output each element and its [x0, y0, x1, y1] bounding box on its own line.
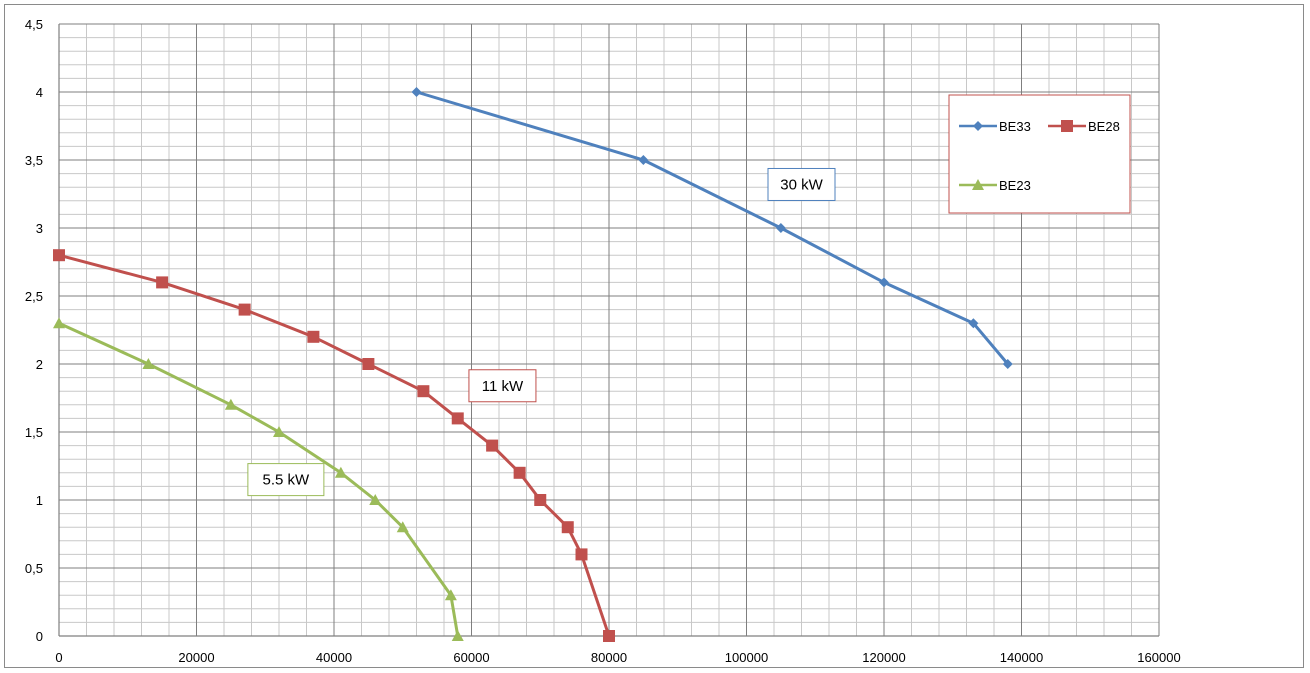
- data-point-be28: [534, 494, 547, 506]
- legend-marker-be23: [972, 179, 984, 190]
- y-tick-label: 1: [36, 493, 43, 508]
- series-be33: [411, 87, 1013, 369]
- y-axis-tick-labels: 0 0,5 1 1,5 2 2,5 3 3,5 4 4,5: [25, 17, 43, 644]
- data-point-be28: [417, 385, 430, 398]
- data-point-be23: [396, 521, 409, 533]
- data-point-be28: [362, 358, 375, 370]
- legend-entry-be28: BE28: [1048, 119, 1120, 134]
- data-point-be28: [238, 303, 251, 316]
- y-tick-label: 2: [36, 357, 43, 372]
- data-point-be33: [411, 87, 422, 97]
- data-point-be23: [444, 589, 457, 601]
- data-point-be23: [53, 317, 65, 329]
- x-tick-label: 100000: [725, 650, 768, 665]
- data-point-be23: [224, 398, 237, 410]
- annotation-border: [468, 369, 537, 403]
- series-be28: [53, 249, 615, 642]
- y-tick-label: 4: [36, 85, 43, 100]
- data-point-be33: [638, 155, 649, 165]
- legend-label-be28: BE28: [1088, 119, 1120, 134]
- legend-marker-be28: [1061, 120, 1073, 132]
- x-tick-label: 140000: [1000, 650, 1043, 665]
- y-tick-label: 0: [36, 629, 43, 644]
- x-tick-label: 60000: [453, 650, 489, 665]
- data-point-be23: [142, 358, 155, 369]
- annotation-label: 30 kW: [780, 176, 823, 193]
- data-point-be28: [486, 439, 499, 452]
- series-line-be33: [416, 90, 1009, 365]
- legend-entry-be33: BE33: [959, 119, 1031, 134]
- data-point-be28: [513, 466, 526, 479]
- x-axis-tick-labels: 0 20000 40000 60000 80000 100000 120000 140000 1…: [55, 650, 1180, 665]
- annotation-border: [767, 167, 836, 201]
- data-point-be28: [575, 548, 588, 561]
- legend-label-be33: BE33: [999, 119, 1031, 134]
- series-be23: [53, 317, 464, 641]
- legend: BE33 BE28 BE23: [948, 94, 1131, 214]
- annotations-layer: 30 kW 11 kW 5.5 kW: [247, 167, 836, 497]
- x-tick-label: 0: [55, 650, 62, 665]
- data-point-be28: [156, 276, 169, 289]
- annotation-box: 5.5 kW: [247, 463, 325, 497]
- legend-entry-be23: BE23: [959, 178, 1031, 193]
- y-tick-label: 1,5: [25, 425, 43, 440]
- data-point-be23: [369, 494, 382, 505]
- data-point-be23: [451, 630, 464, 641]
- x-tick-label: 120000: [862, 650, 905, 665]
- legend-label-be23: BE23: [999, 178, 1031, 193]
- data-point-be28: [603, 630, 615, 642]
- y-tick-label: 3: [36, 221, 43, 236]
- annotation-box: 11 kW: [468, 369, 537, 403]
- y-tick-label: 3,5: [25, 153, 43, 168]
- data-point-be33: [879, 277, 889, 288]
- annotation-border: [247, 463, 325, 497]
- data-point-be23: [334, 466, 347, 478]
- annotation-label: 11 kW: [482, 378, 524, 395]
- legend-box: [948, 94, 1131, 214]
- x-tick-label: 80000: [591, 650, 627, 665]
- x-tick-label: 20000: [178, 650, 214, 665]
- data-point-be28: [53, 249, 65, 262]
- y-tick-label: 2,5: [25, 289, 43, 304]
- data-point-be33: [1002, 359, 1013, 369]
- data-point-be28: [307, 330, 320, 343]
- data-point-be28: [451, 412, 464, 425]
- annotation-label: 5.5 kW: [263, 472, 311, 489]
- x-tick-label: 40000: [316, 650, 352, 665]
- x-tick-label: 160000: [1137, 650, 1180, 665]
- data-point-be23: [273, 426, 285, 437]
- data-point-be33: [968, 318, 979, 329]
- data-point-be33: [775, 223, 786, 233]
- y-tick-label: 4,5: [25, 17, 43, 32]
- series-layer: [53, 87, 1013, 642]
- annotation-box: 30 kW: [767, 167, 836, 201]
- y-tick-label: 0,5: [25, 561, 43, 576]
- legend-marker-be33: [973, 121, 983, 131]
- data-point-be28: [561, 521, 574, 534]
